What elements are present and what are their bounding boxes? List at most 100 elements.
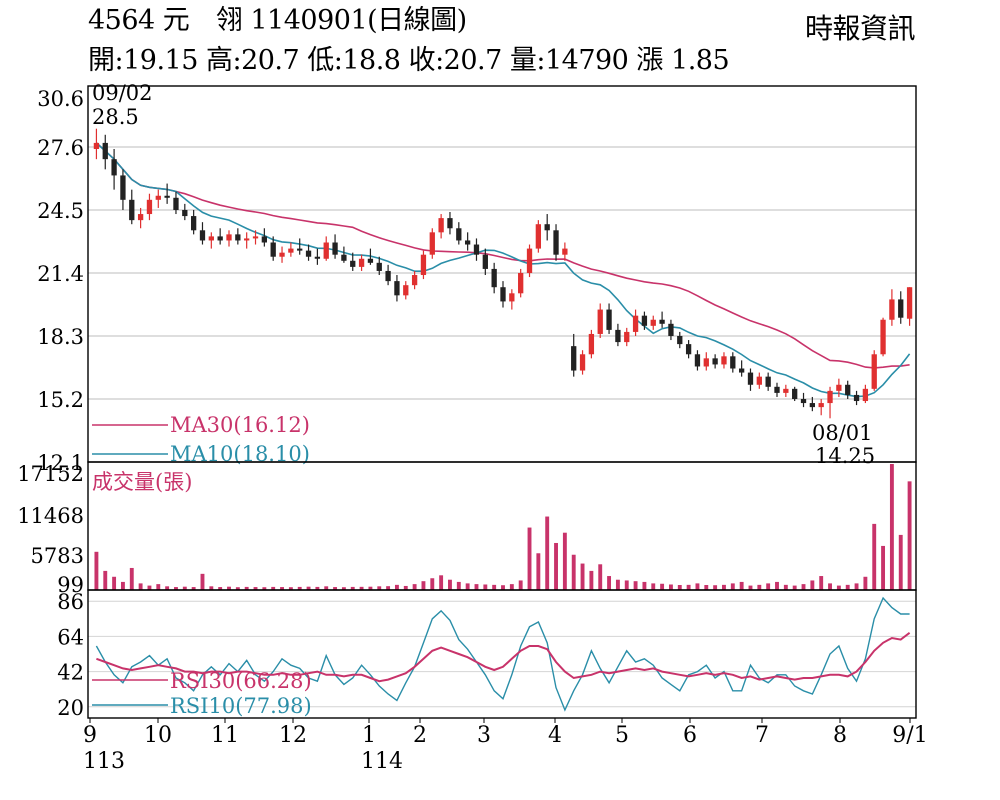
candle-body xyxy=(818,403,824,408)
candle-body xyxy=(809,403,816,408)
candle-body xyxy=(420,254,427,276)
candle-body xyxy=(129,199,135,221)
volume-bar xyxy=(739,581,744,590)
candle-body xyxy=(332,242,338,255)
candle-body xyxy=(765,376,771,387)
candle-body xyxy=(208,236,214,241)
x-month-label: 3 xyxy=(477,723,491,748)
candle-body xyxy=(182,209,188,217)
volume-bar xyxy=(509,584,514,590)
volume-bar xyxy=(686,584,691,590)
volume-bar xyxy=(191,587,196,590)
volume-bar xyxy=(359,586,364,590)
x-month-label: 1 xyxy=(362,723,376,748)
ma30-line xyxy=(95,142,910,369)
candle-body xyxy=(668,323,674,336)
volume-bar xyxy=(182,586,187,590)
candle-body xyxy=(146,199,153,215)
volume-bar xyxy=(315,586,320,590)
volume-tick-label: 5783 xyxy=(31,544,84,568)
candle-body xyxy=(544,224,550,231)
candle-body xyxy=(615,329,621,343)
candle-body xyxy=(394,281,400,296)
candle-body xyxy=(509,293,515,302)
candle-body xyxy=(606,309,612,330)
candle-body xyxy=(226,234,232,241)
volume-bar xyxy=(766,583,771,590)
candle-body xyxy=(650,319,656,326)
candle-body xyxy=(341,254,347,261)
volume-bar xyxy=(138,583,143,590)
volume-bar xyxy=(377,586,382,590)
candle-body xyxy=(862,388,869,402)
volume-bar xyxy=(828,583,832,590)
volume-bar xyxy=(845,584,850,590)
candle-body xyxy=(518,272,524,294)
candle-body xyxy=(137,214,144,221)
candle-body xyxy=(641,315,648,326)
volume-bar xyxy=(394,584,399,590)
chart-title: 4564 元 翎 1140901(日線圖) xyxy=(88,5,467,36)
volume-bar xyxy=(677,585,682,590)
volume-bar xyxy=(660,583,665,590)
candle-body xyxy=(792,388,798,399)
panel-border xyxy=(87,461,917,591)
volume-bar xyxy=(704,585,709,590)
ohlc-summary: 開:19.15 高:20.7 低:18.8 收:20.7 量:14790 漲 1… xyxy=(88,45,730,76)
candle-body xyxy=(906,287,913,319)
candle-body xyxy=(120,175,126,200)
volume-bar xyxy=(112,576,117,590)
volume-bar xyxy=(554,542,558,590)
candle-body xyxy=(456,228,462,241)
price-panel: 09/0228.508/0114.25MA30(16.12)MA10(18.10… xyxy=(92,81,913,468)
volume-bar xyxy=(748,585,753,590)
candle-body xyxy=(712,358,718,365)
volume-bar xyxy=(448,579,452,590)
volume-bar xyxy=(501,585,505,590)
price-tick-label: 30.6 xyxy=(37,87,84,111)
candle-body xyxy=(659,319,665,324)
volume-bar xyxy=(174,587,178,590)
volume-bar xyxy=(492,584,497,590)
candle-body xyxy=(624,331,630,343)
candle-body xyxy=(783,388,789,393)
candle-body xyxy=(438,218,444,233)
candle-body xyxy=(403,285,409,296)
volume-bar xyxy=(713,585,718,590)
candle-body xyxy=(482,254,488,269)
volume-bar xyxy=(483,584,488,590)
candle-body xyxy=(853,394,860,402)
volume-bar xyxy=(881,545,886,590)
candle-body xyxy=(464,240,471,245)
candle-body xyxy=(173,197,179,210)
candle-body xyxy=(836,384,842,391)
volume-panel: 成交量(張) xyxy=(92,464,912,590)
candle-body xyxy=(756,376,762,385)
rsi-tick-label: 20 xyxy=(57,696,84,720)
candle-body xyxy=(411,275,418,286)
volume-tick-label: 11468 xyxy=(17,504,84,528)
volume-bar xyxy=(695,583,700,590)
x-year-label: 114 xyxy=(361,749,403,774)
candle-body xyxy=(632,315,639,332)
candle-body xyxy=(429,232,435,255)
volume-bar xyxy=(722,584,726,590)
price-tick-label: 18.3 xyxy=(37,325,84,349)
candle-body xyxy=(871,354,877,389)
candle-body xyxy=(314,256,321,259)
ma10-line xyxy=(95,142,911,398)
volume-bar xyxy=(165,586,170,590)
candle-body xyxy=(367,258,374,263)
candle-body xyxy=(297,248,303,251)
candle-body xyxy=(447,218,453,229)
candle-body xyxy=(553,230,559,255)
volume-bar xyxy=(244,586,249,590)
volume-bar xyxy=(589,570,594,590)
candle-body xyxy=(677,335,683,345)
volume-bar xyxy=(288,587,293,590)
candle-body xyxy=(571,346,577,371)
rsi-tick-label: 42 xyxy=(57,661,84,685)
candle-body xyxy=(288,248,294,253)
volume-bar xyxy=(368,586,373,590)
